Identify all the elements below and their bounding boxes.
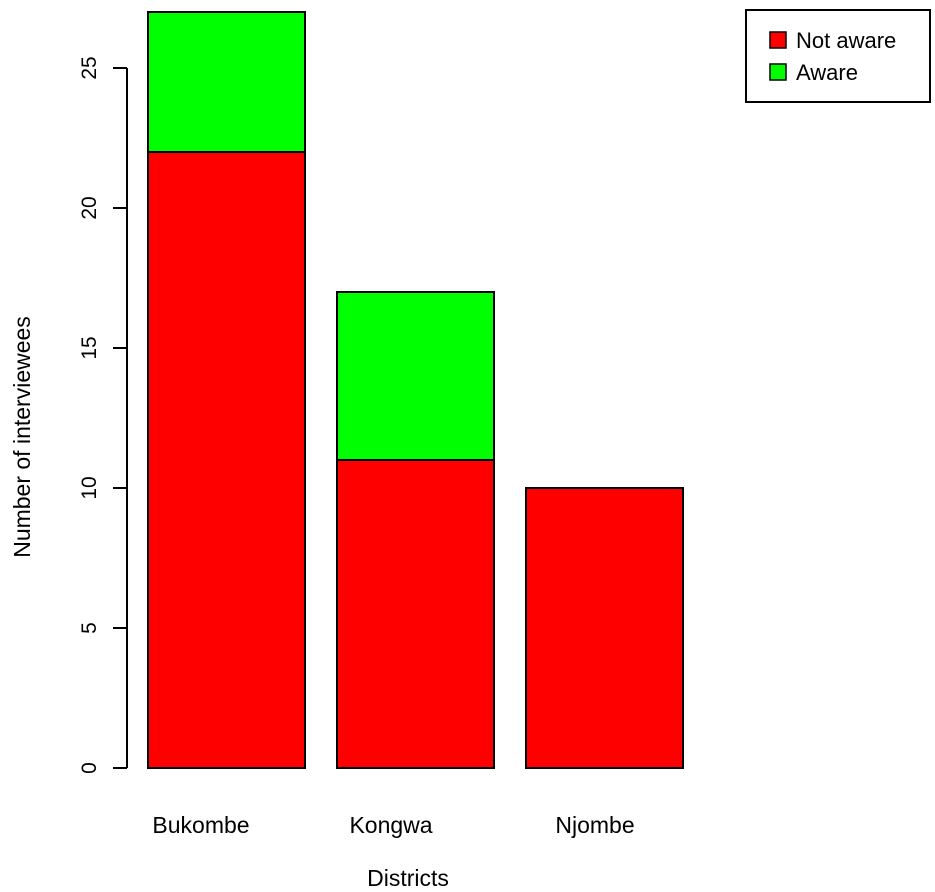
legend: Not aware Aware	[745, 9, 931, 103]
bar-bukombe-not-aware	[147, 151, 306, 769]
legend-swatch-aware	[769, 63, 787, 81]
bar-kongwa-aware	[336, 291, 495, 461]
x-tick-label-bukombe: Bukombe	[152, 812, 249, 838]
x-tick-label-njombe: Njombe	[555, 812, 634, 838]
y-axis-title: Number of interviewees	[9, 316, 35, 558]
y-tick-label-10: 10	[78, 476, 101, 499]
x-axis-title: Districts	[367, 865, 449, 891]
x-tick-label-kongwa: Kongwa	[349, 812, 432, 838]
y-tick-label-0: 0	[78, 762, 101, 774]
bars-group	[147, 11, 684, 769]
legend-label-not-aware: Not aware	[796, 28, 896, 53]
y-axis: 0 5 10 15 20 25	[78, 56, 128, 774]
y-tick-label-25: 25	[78, 56, 101, 79]
x-axis-labels: Bukombe Kongwa Njombe	[152, 812, 634, 838]
bar-kongwa-not-aware	[336, 459, 495, 769]
legend-box	[745, 9, 931, 103]
legend-swatch-not-aware	[769, 31, 787, 49]
y-tick-label-15: 15	[78, 336, 101, 359]
y-tick-label-5: 5	[78, 622, 101, 634]
legend-label-aware: Aware	[796, 60, 858, 85]
bar-bukombe-aware	[147, 11, 306, 153]
bar-njombe-not-aware	[525, 487, 684, 769]
y-tick-label-20: 20	[78, 196, 101, 219]
